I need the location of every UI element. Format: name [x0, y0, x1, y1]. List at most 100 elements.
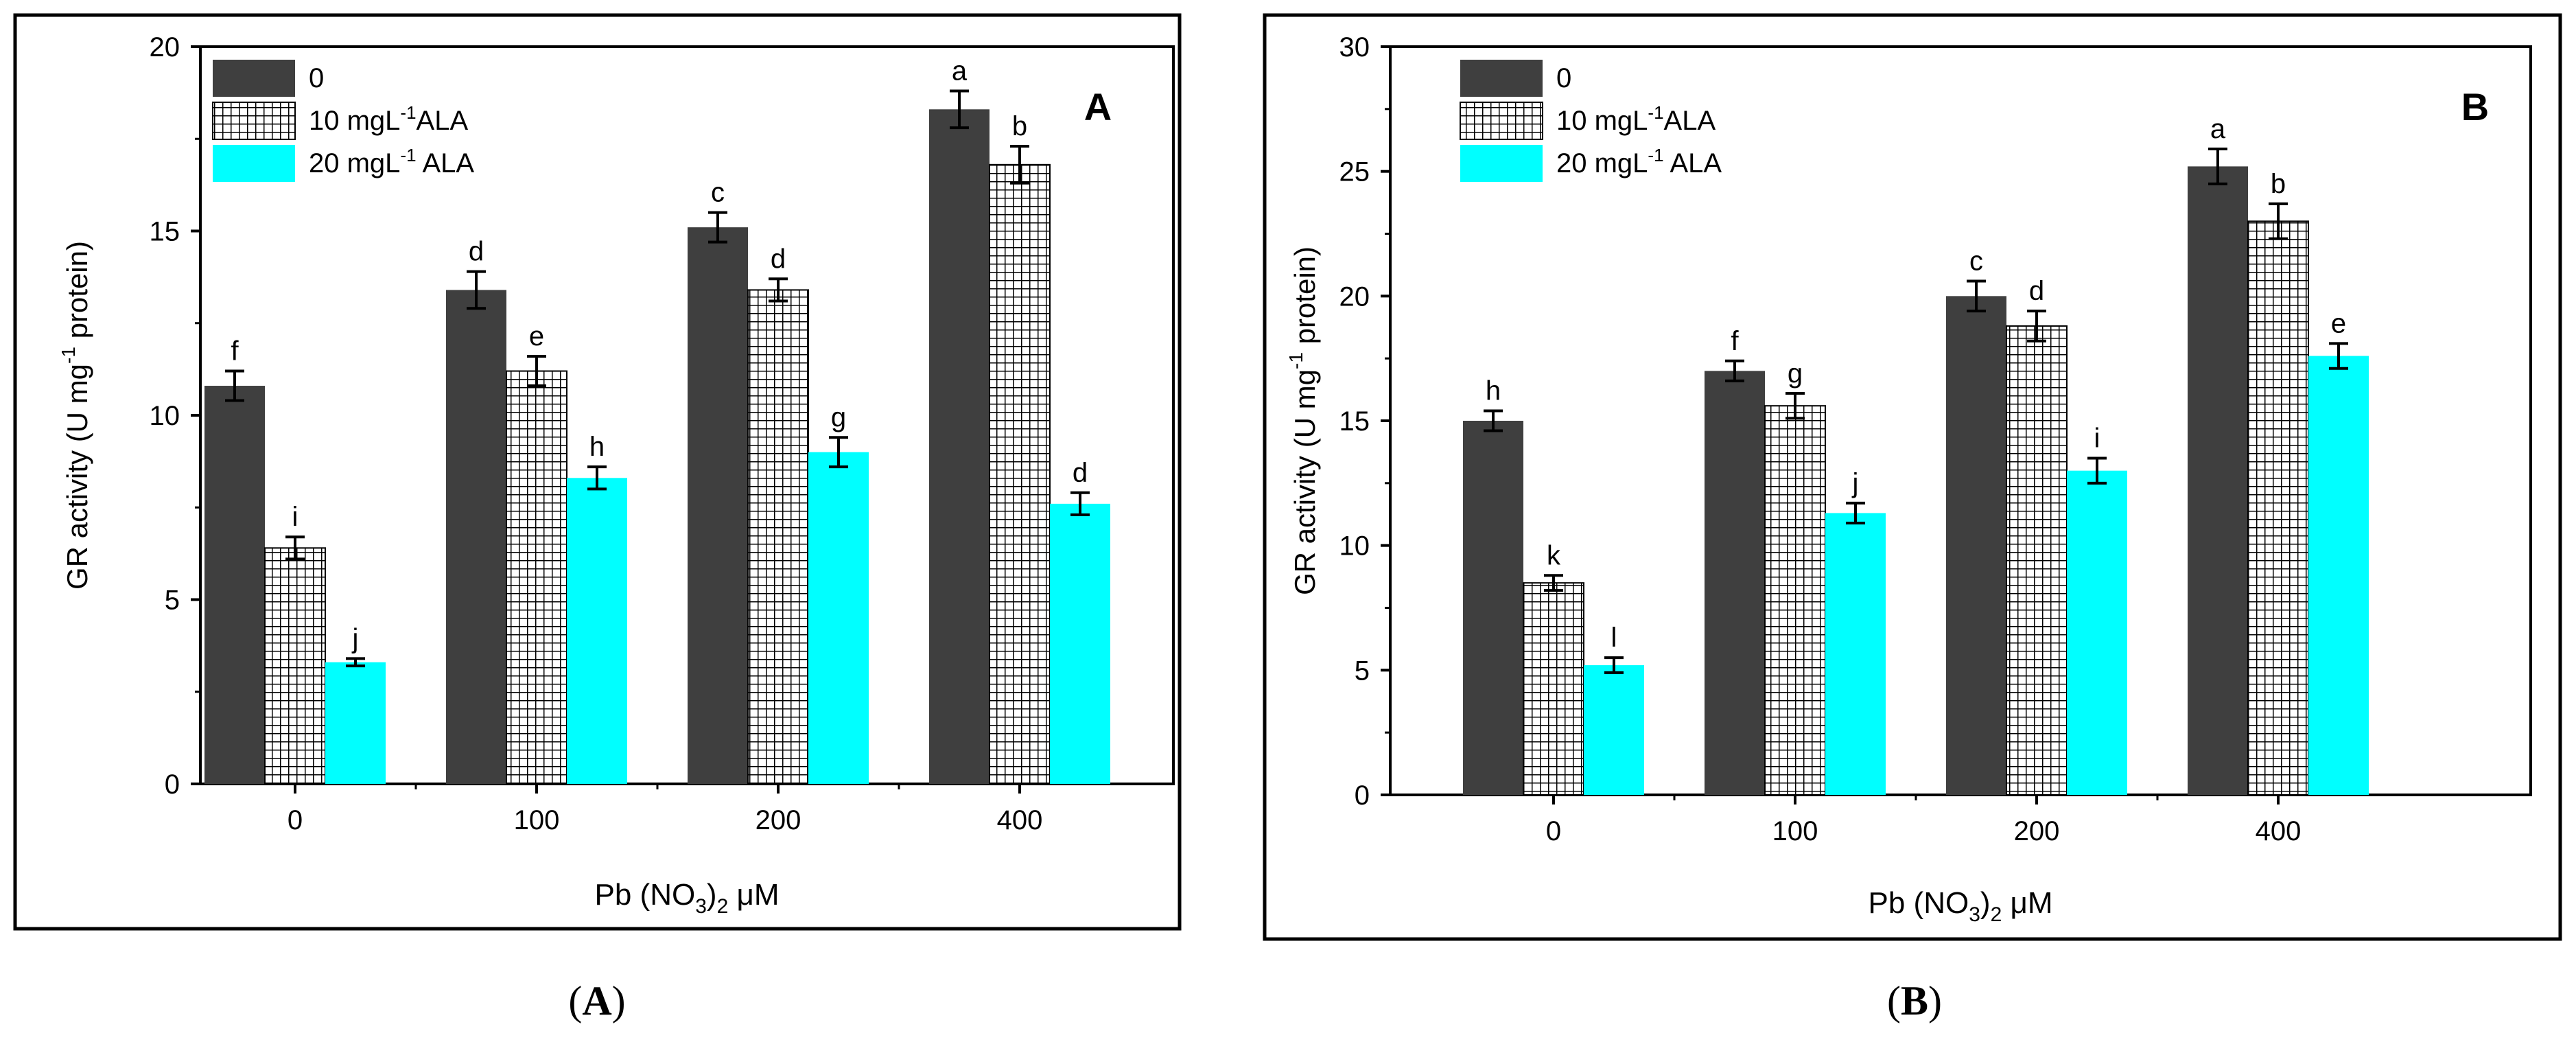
legend-label: 20 mgL-1 ALA: [309, 145, 474, 178]
bar-0-2: [325, 662, 386, 784]
significance-letter: d: [771, 244, 786, 274]
legend-swatch: [213, 60, 295, 97]
x-axis-label-sub: 3: [695, 895, 707, 918]
caption-open: (: [568, 978, 582, 1023]
x-axis-label-sub2: 2: [717, 895, 729, 918]
x-tick-label: 200: [2014, 816, 2060, 846]
x-tick-label: 0: [1546, 816, 1561, 846]
bar-400-1: [2247, 220, 2309, 796]
x-tick-label: 200: [756, 805, 801, 835]
caption-close: ): [1928, 978, 1942, 1023]
legend-swatch: [212, 102, 296, 140]
y-tick-label: 10: [150, 401, 180, 431]
y-tick-label: 5: [165, 586, 180, 616]
legend-label-text: 0: [309, 63, 324, 93]
x-axis-label: Pb (NO3)2 μM: [595, 878, 780, 918]
legend-label-post: ALA: [1664, 106, 1716, 136]
y-axis-label-post: protein): [1289, 246, 1321, 352]
significance-letter: e: [2331, 308, 2346, 338]
significance-letter: l: [1611, 623, 1617, 653]
bar-100-1: [1764, 405, 1826, 796]
x-axis-label-text: Pb (NO: [1869, 886, 1969, 920]
y-tick-label: 20: [1339, 281, 1370, 312]
y-axis-label-text: GR activity (U mg: [61, 364, 93, 590]
bar-0-0: [1463, 421, 1523, 795]
x-axis-label-post: μM: [728, 878, 779, 912]
x-axis-label-mid: ): [707, 878, 717, 912]
y-tick-label: 15: [1339, 406, 1370, 437]
significance-letter: a: [952, 56, 968, 86]
bar-200-1: [747, 289, 809, 785]
legend-label-text: 10 mgL: [309, 106, 400, 136]
significance-letter: b: [1012, 111, 1027, 141]
legend-label: 20 mgL-1 ALA: [1556, 145, 1722, 178]
caption-open: (: [1887, 978, 1901, 1023]
significance-letter: g: [1788, 358, 1803, 389]
x-tick-label: 100: [514, 805, 560, 835]
significance-letter: j: [352, 623, 359, 653]
significance-letter: i: [2094, 424, 2100, 454]
caption-close: ): [612, 978, 626, 1023]
panel-caption: (B): [1887, 978, 1942, 1023]
bar-400-0: [2188, 166, 2248, 795]
y-tick-label: 10: [1339, 531, 1370, 561]
y-tick-label: 15: [150, 217, 180, 247]
x-axis-label-mid: ): [1980, 886, 1991, 920]
legend-label-sup: -1: [1648, 145, 1663, 165]
significance-letter: d: [469, 237, 484, 267]
x-tick-label: 400: [997, 805, 1043, 835]
x-axis-label-text: Pb (NO: [595, 878, 696, 912]
panel-letter: B: [2461, 85, 2489, 128]
x-axis-label: Pb (NO3)2 μM: [1869, 886, 2053, 926]
y-axis-label-text: GR activity (U mg: [1289, 369, 1321, 595]
legend-label-text: 0: [1556, 63, 1571, 93]
bar-200-2: [808, 452, 869, 784]
caption-letter: B: [1901, 978, 1928, 1023]
caption-letter: A: [582, 978, 611, 1023]
chart-panel-B: 0 5 10 15 20 25 30 h k l 0 f g j 100 c d i 200 a b e 400 0 10 mg…: [1263, 13, 2562, 941]
y-axis-label-post: protein): [61, 241, 93, 347]
significance-letter: d: [2029, 276, 2044, 306]
significance-letter: h: [1486, 375, 1501, 406]
y-tick-label: 5: [1355, 656, 1370, 686]
y-axis-label: GR activity (U mg-1 protein): [1285, 246, 1321, 595]
bar-0-1: [264, 547, 326, 785]
bar-200-2: [2067, 470, 2127, 795]
panel-frame: [13, 13, 1182, 931]
legend-swatch: [1460, 102, 1543, 140]
significance-letter: h: [589, 432, 605, 462]
x-tick-label: 100: [1772, 816, 1818, 846]
y-tick-label: 0: [1355, 780, 1370, 811]
y-tick-label: 30: [1339, 32, 1370, 62]
bar-200-1: [2006, 325, 2068, 796]
y-axis-label: GR activity (U mg-1 protein): [58, 241, 93, 590]
y-axis-label-sup: -1: [1285, 352, 1307, 369]
legend-swatch: [1460, 60, 1543, 97]
legend-label-post: ALA: [1664, 148, 1722, 178]
bar-400-2: [1050, 503, 1110, 784]
significance-letter: e: [529, 321, 544, 351]
significance-letter: i: [292, 502, 298, 532]
x-axis-label-sub: 3: [1969, 903, 1980, 926]
bar-0-2: [1584, 665, 1644, 795]
y-tick-label: 25: [1339, 157, 1370, 187]
bar-100-2: [1825, 513, 1886, 795]
significance-letter: k: [1547, 540, 1561, 570]
significance-letter: c: [711, 178, 725, 208]
bar-100-0: [1705, 371, 1765, 795]
y-tick-label: 20: [150, 32, 180, 62]
significance-letter: c: [1969, 246, 1983, 277]
bar-100-0: [446, 290, 506, 784]
legend-swatch: [213, 145, 295, 182]
significance-letter: f: [1731, 326, 1739, 356]
legend-label-sup: -1: [400, 145, 416, 165]
x-tick-label: 400: [2256, 816, 2302, 846]
legend-label-post: ALA: [417, 148, 475, 178]
x-axis-label-sub2: 2: [1991, 903, 2002, 926]
significance-letter: d: [1073, 458, 1088, 488]
panel-caption: (A): [568, 978, 625, 1023]
bar-200-0: [1946, 296, 2006, 795]
legend-label-text: 20 mgL: [309, 148, 400, 178]
